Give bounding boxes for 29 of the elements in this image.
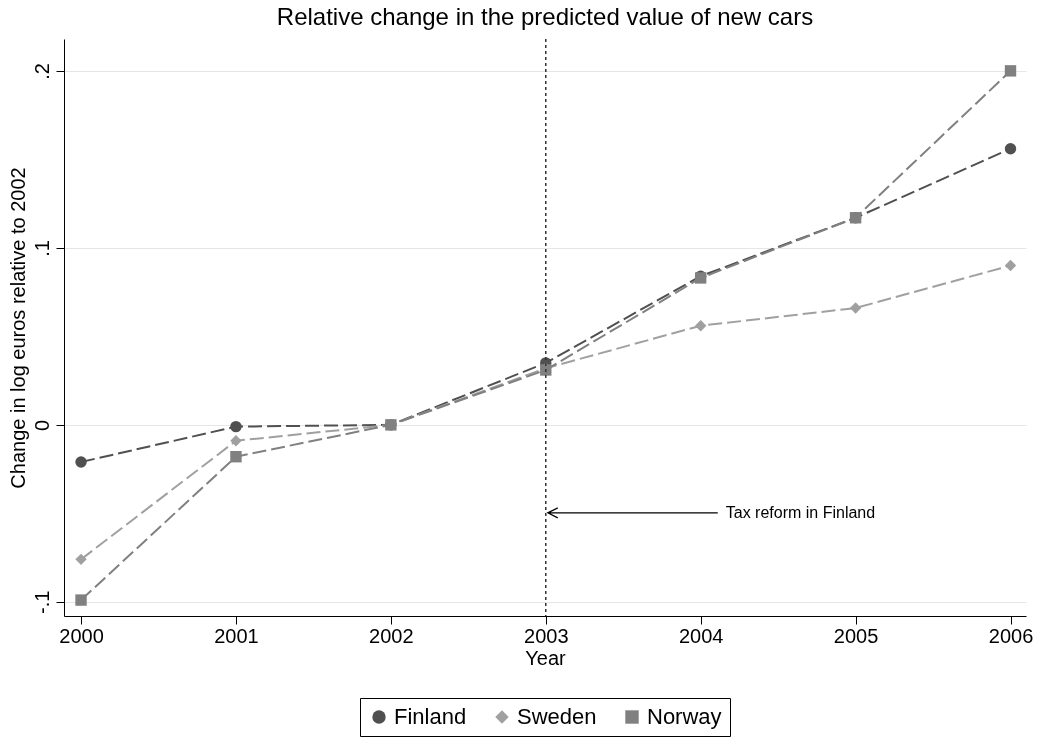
y-axis-title: Change in log euros relative to 2002: [6, 167, 29, 489]
point: [230, 435, 242, 447]
annotation: Tax reform in Finland: [725, 504, 876, 522]
point: [230, 451, 242, 463]
point: [849, 302, 862, 314]
legend-label: Sweden: [517, 704, 597, 729]
point: [694, 320, 707, 332]
point: [1004, 143, 1017, 155]
point: [1004, 65, 1017, 77]
legend-label: Norway: [647, 704, 722, 729]
point: [1004, 259, 1017, 272]
x-tick-label: 2006: [988, 624, 1034, 647]
y-tick-label: 0: [30, 419, 53, 431]
x-tick-label: 2001: [214, 624, 259, 647]
x-axis-title: Year: [525, 646, 567, 669]
point: [230, 420, 242, 433]
x-tick-label: 2002: [369, 624, 414, 647]
chart-title: Relative change in the predicted value of new cars: [276, 3, 814, 31]
y-tick-label: .2: [30, 63, 53, 80]
point: [75, 553, 87, 566]
x-tick-label: 2004: [678, 624, 724, 647]
legend-label: Finland: [394, 704, 467, 729]
x-tick-label: 2005: [833, 624, 879, 647]
x-tick-label: 2003: [524, 624, 569, 647]
point: [75, 594, 87, 606]
point: [75, 456, 87, 468]
x-tick-label: 2000: [59, 624, 104, 647]
y-tick-label: -.1: [30, 590, 53, 615]
y-tick-label: .1: [30, 240, 53, 257]
